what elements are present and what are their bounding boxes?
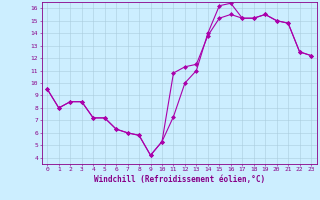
X-axis label: Windchill (Refroidissement éolien,°C): Windchill (Refroidissement éolien,°C)	[94, 175, 265, 184]
